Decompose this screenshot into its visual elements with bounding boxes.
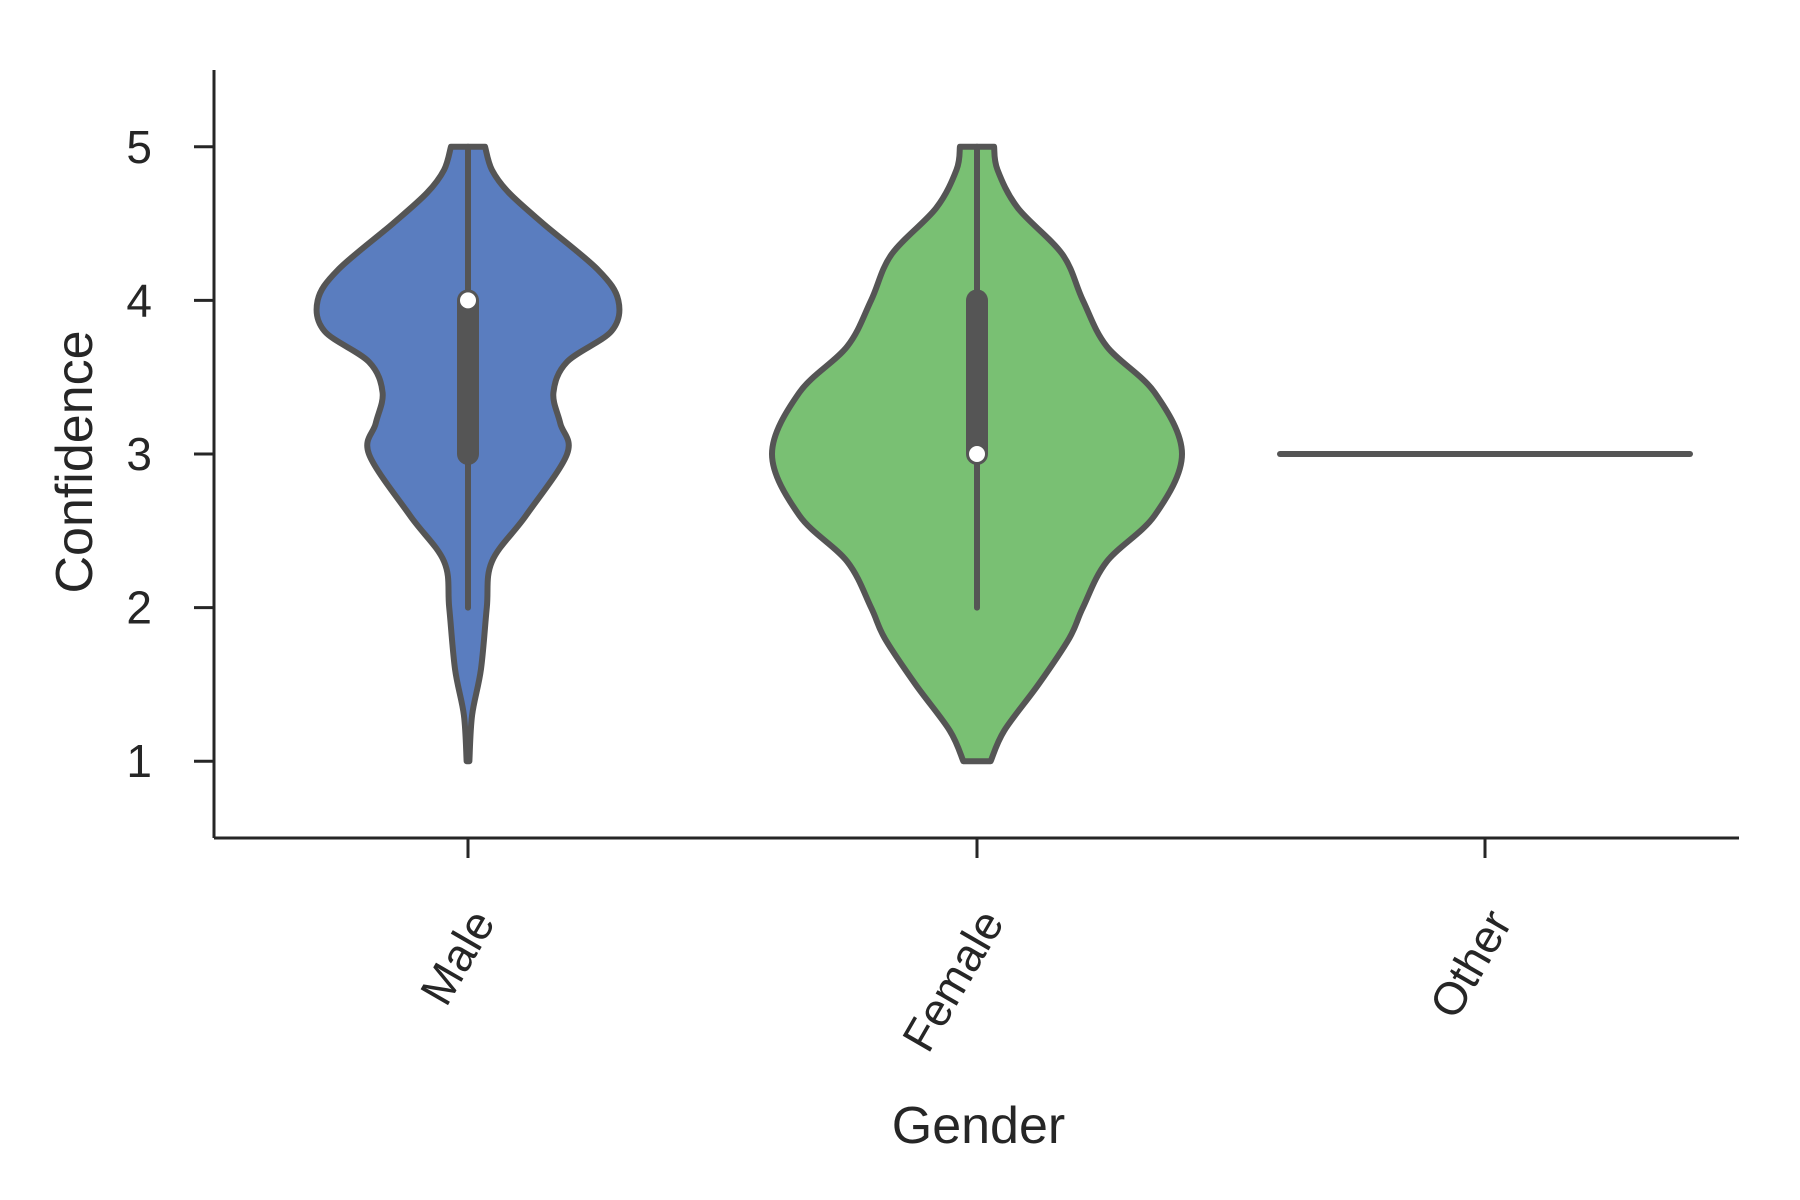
y-ticks: 1 2 3 4 5	[126, 121, 214, 787]
x-ticks: Male Female Other	[410, 838, 1522, 1060]
y-tick-label: 4	[126, 274, 152, 326]
y-tick-label: 1	[126, 735, 152, 787]
violin-female	[769, 143, 1185, 765]
plot-area	[313, 143, 1693, 765]
x-axis-label: Gender	[892, 1097, 1065, 1155]
x-tick-label: Female	[892, 901, 1014, 1060]
y-tick-label: 2	[126, 582, 152, 634]
y-tick-label: 3	[126, 428, 152, 480]
x-tick-label: Male	[410, 901, 505, 1013]
x-tick-label: Other	[1419, 901, 1522, 1027]
y-axis-label: Confidence	[46, 330, 104, 593]
y-tick-label: 5	[126, 121, 152, 173]
violin-male	[313, 143, 623, 765]
median-marker	[969, 446, 985, 462]
median-marker	[460, 292, 476, 309]
